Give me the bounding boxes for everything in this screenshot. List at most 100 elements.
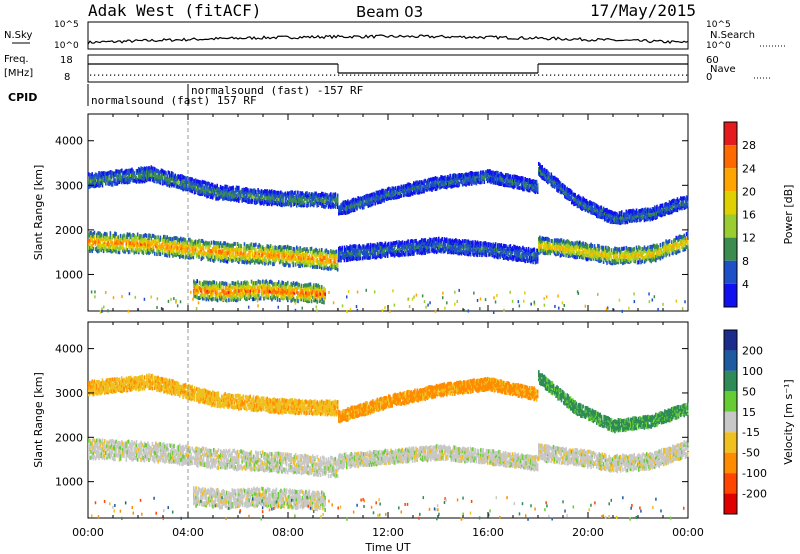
power-cell	[386, 245, 389, 250]
power-cell	[264, 250, 266, 255]
power-cell	[330, 192, 332, 197]
power-cell	[225, 189, 228, 194]
power-cell	[509, 244, 512, 249]
power-cell	[392, 241, 395, 246]
power-cell	[172, 176, 174, 181]
power-cell	[375, 255, 378, 260]
power-cell	[91, 249, 94, 254]
power-cell	[577, 250, 580, 255]
power-cell	[245, 260, 248, 265]
power-cell	[107, 244, 109, 249]
power-cell	[250, 248, 253, 253]
power-cell	[470, 240, 473, 245]
nave-point	[250, 74, 252, 76]
power-cell	[453, 238, 456, 243]
power-cell	[318, 261, 321, 266]
power-cell	[419, 244, 422, 249]
power-cell	[511, 184, 514, 189]
power-cell	[281, 254, 283, 259]
power-cell	[528, 180, 531, 185]
power-cell	[217, 249, 220, 254]
power-cell	[145, 171, 148, 176]
power-cell	[177, 246, 180, 251]
power-cell	[416, 183, 419, 188]
power-cell	[366, 248, 369, 253]
power-cell	[486, 248, 489, 253]
power-cell	[194, 181, 197, 186]
power-cell	[486, 242, 489, 247]
power-cell	[320, 266, 323, 271]
power-cell	[370, 251, 373, 256]
power-cell	[92, 246, 95, 251]
power-cell	[403, 240, 406, 245]
power-cell	[383, 246, 386, 251]
power-cell	[309, 246, 312, 251]
power-cell	[570, 253, 573, 258]
power-cell	[344, 255, 347, 260]
power-cell	[281, 200, 283, 205]
power-cell	[492, 180, 495, 185]
power-cell	[208, 241, 211, 246]
power-cell	[256, 196, 258, 201]
power-cell	[243, 196, 246, 201]
power-cell	[453, 173, 456, 178]
power-cell	[444, 184, 447, 189]
power-cell	[505, 176, 507, 181]
power-cell	[461, 172, 464, 177]
power-cell	[358, 243, 361, 248]
power-cell	[263, 258, 265, 263]
freq-label: Freq.	[4, 54, 29, 65]
power-cell	[500, 245, 503, 250]
power-cell	[370, 192, 373, 197]
power-cell	[194, 250, 197, 255]
nave-point	[174, 74, 176, 76]
power-cell	[517, 249, 520, 254]
power-cell	[382, 248, 384, 253]
power-cell	[536, 188, 539, 193]
power-cell	[588, 255, 590, 260]
power-cell	[163, 234, 165, 239]
power-cell	[220, 243, 223, 248]
power-cell	[633, 251, 636, 256]
power-cell	[514, 183, 516, 188]
power-cell	[149, 233, 151, 238]
power-cell	[425, 241, 428, 246]
power-cell	[136, 177, 139, 182]
cpid-segment-label-0: normalsound (fast) 157 RF	[91, 94, 257, 107]
power-cell	[90, 178, 92, 183]
power-cell	[345, 258, 348, 263]
power-cell	[483, 180, 486, 185]
power-cell	[251, 198, 254, 203]
power-cell	[264, 261, 266, 266]
power-cell	[144, 233, 147, 238]
power-cell	[595, 249, 598, 254]
power-cell	[325, 253, 328, 258]
power-cell	[193, 185, 196, 190]
power-cell	[157, 235, 159, 240]
power-cell	[91, 243, 94, 248]
power-cell	[522, 250, 524, 255]
power-cell	[227, 243, 230, 248]
power-cell	[336, 267, 339, 272]
power-cell	[332, 192, 334, 197]
power-cell	[93, 173, 96, 178]
power-cell	[344, 249, 347, 254]
power-cell	[151, 168, 154, 173]
nave-point	[638, 74, 640, 76]
power-cell	[378, 252, 381, 257]
power-cell	[224, 241, 226, 246]
power-cell	[243, 260, 246, 265]
power-cell	[126, 238, 129, 243]
power-cell	[384, 191, 387, 196]
power-cell	[514, 248, 516, 253]
power-cell	[109, 178, 112, 183]
power-cell	[199, 185, 201, 190]
power-cell	[144, 167, 147, 172]
power-cell	[363, 255, 365, 260]
power-cell	[199, 248, 201, 253]
power-cell	[507, 250, 509, 255]
power-cell	[208, 182, 211, 187]
nave-point	[178, 74, 180, 76]
power-cell	[460, 243, 463, 248]
power-cell	[217, 190, 220, 195]
